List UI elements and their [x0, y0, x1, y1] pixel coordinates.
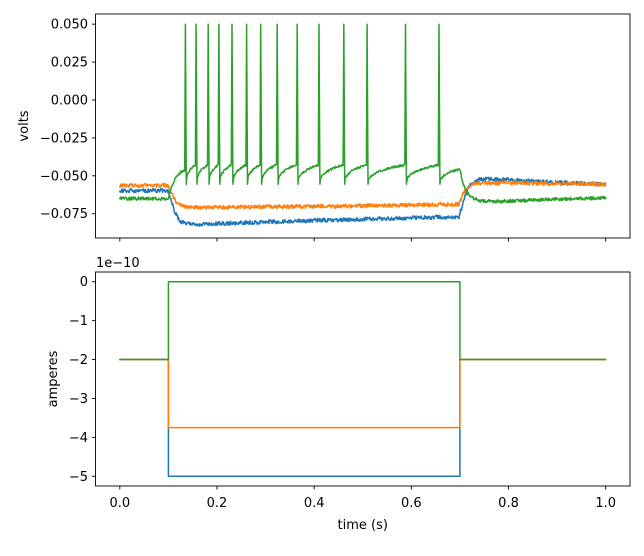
y-tick-label: −5	[69, 470, 88, 485]
x-tick-label: 0.2	[207, 496, 228, 511]
y-tick-label: −3	[69, 392, 88, 407]
current-axes: 0.0 0.2 0.4 0.6 0.8 1.0 0 −1 −2 −3 −4 −5 1e−10 ampere…	[46, 256, 631, 533]
voltage-axes-plot-area	[119, 23, 607, 227]
trace-neuron-2-current	[119, 358, 607, 429]
x-tick-label: 0.0	[109, 496, 130, 511]
voltage-axes-ylabel: volts	[17, 110, 32, 141]
current-axes-plot-area	[119, 280, 607, 478]
x-tick-label: 0.8	[498, 496, 519, 511]
current-axes-ylabel: amperes	[46, 350, 61, 407]
y-tick-label: 0	[80, 275, 88, 290]
y-tick-label: −4	[69, 431, 88, 446]
x-tick-label: 0.4	[304, 496, 325, 511]
trace-neuron-3-current	[119, 280, 607, 361]
y-tick-label: −0.075	[40, 207, 88, 222]
y-tick-label: −1	[69, 314, 88, 329]
trace-neuron-1-current	[119, 358, 607, 478]
y-tick-label: −0.025	[40, 131, 88, 146]
y-tick-label: 0.025	[51, 56, 88, 71]
trace-neuron-3-voltage	[119, 23, 607, 204]
y-axis-offset-text: 1e−10	[96, 256, 140, 271]
y-tick-label: 0.000	[51, 93, 88, 108]
trace-neuron-2-voltage	[119, 180, 607, 211]
y-tick-label: −2	[69, 353, 88, 368]
current-axes-spines	[95, 271, 631, 487]
voltage-axes-spines	[95, 13, 631, 239]
voltage-axes: 0.050 0.025 0.000 −0.025 −0.050 −0.075 volts	[17, 13, 631, 242]
x-tick-label: 1.0	[595, 496, 616, 511]
current-axes-xlabel: time (s)	[338, 518, 388, 533]
x-tick-label: 0.6	[401, 496, 422, 511]
y-tick-label: 0.050	[51, 18, 88, 33]
trace-neuron-1-voltage	[119, 176, 607, 227]
y-tick-label: −0.050	[40, 169, 88, 184]
